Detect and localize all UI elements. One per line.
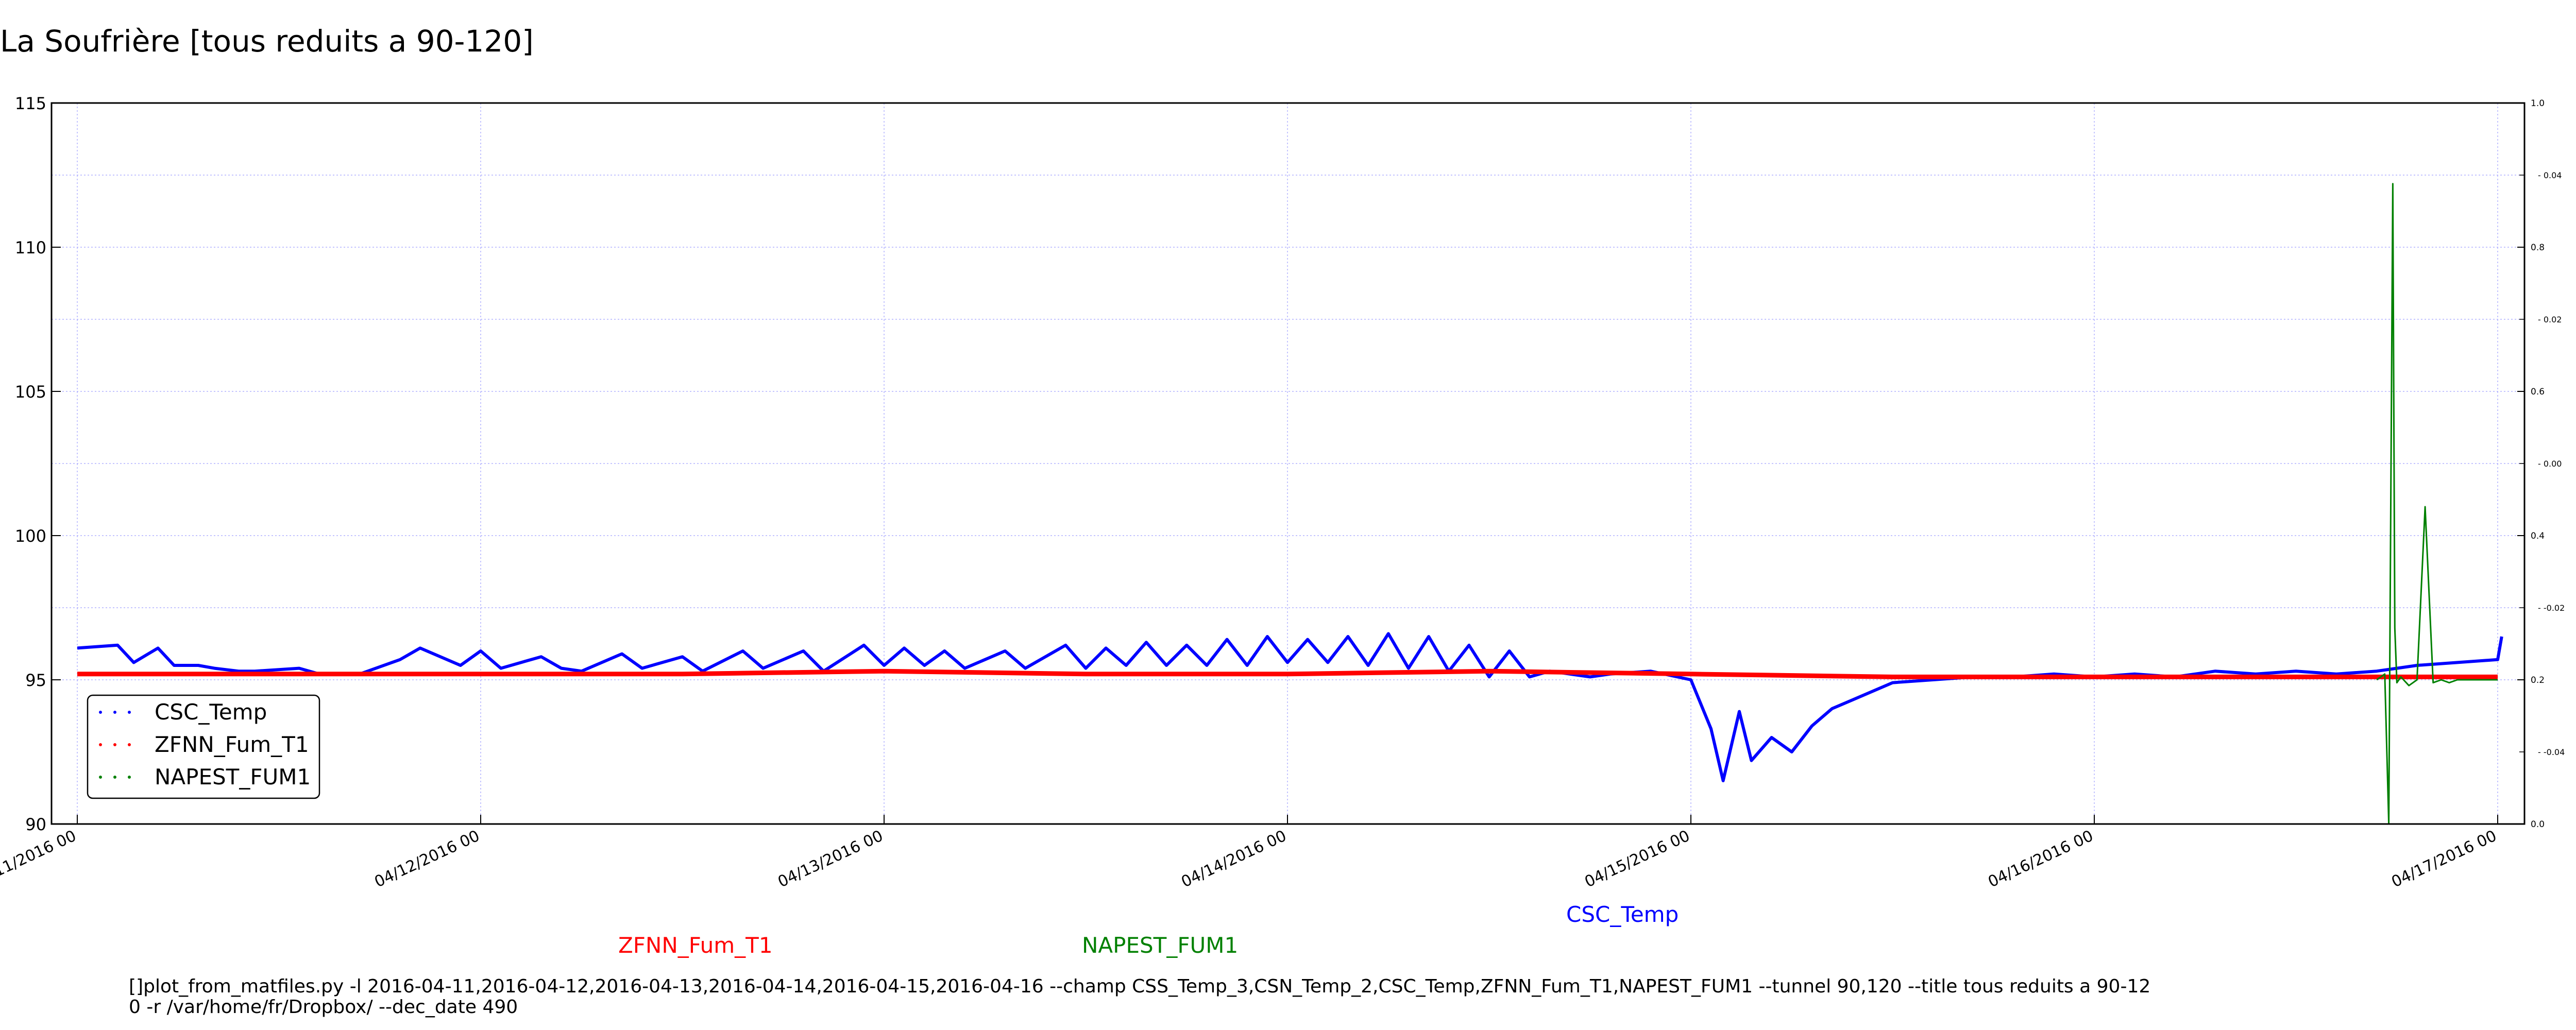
command-line-1: []plot_from_matfiles.py -l 2016-04-11,20… — [129, 976, 2151, 997]
series-labels-below: ZFNN_Fum_T1 NAPEST_FUM1 CSC_Temp — [618, 902, 1679, 958]
right-tick-label-inner: - 0.04 — [2538, 170, 2562, 180]
right-tick-label-inner: - -0.02 — [2538, 603, 2565, 613]
grid — [52, 102, 2524, 825]
y-tick-label: 90 — [25, 815, 46, 834]
chart-title: La Soufrière [tous reduits a 90-120] — [0, 24, 534, 59]
y-tick-label: 110 — [15, 238, 46, 258]
x-tick-label: 04/14/2016 00 — [1179, 827, 1290, 891]
y-tick-label: 115 — [15, 94, 46, 113]
legend-swatch — [99, 743, 102, 746]
series-line-zfnn-fum-t1 — [77, 668, 2498, 679]
right-axis: 1.0 0.8 0.6 0.4 0.2 0.0 - 0.04 - 0.02 - 0.00 - -0… — [2517, 98, 2565, 830]
right-tick-label: 0.8 — [2531, 243, 2545, 253]
legend-label: NAPEST_FUM1 — [155, 764, 311, 789]
series-layer — [77, 183, 2503, 825]
right-tick-label-inner: - -0.04 — [2538, 747, 2565, 757]
right-tick-label: 0.6 — [2531, 387, 2545, 397]
x-tick-label: 04/11/2016 00 — [0, 827, 79, 891]
x-axis: 04/11/2016 00 04/12/2016 00 04/13/2016 00 0… — [0, 815, 2499, 891]
legend-label: CSC_Temp — [155, 699, 267, 725]
legend-swatch — [113, 711, 116, 714]
command-line-2: 0 -r /var/home/fr/Dropbox/ --dec_date 49… — [129, 997, 518, 1018]
plot-frame — [50, 102, 2526, 825]
right-tick-label: 0.4 — [2531, 531, 2545, 541]
right-tick-label: 0.2 — [2531, 675, 2545, 685]
y-tick-label: 105 — [15, 382, 46, 402]
right-tick-label: 1.0 — [2531, 98, 2545, 109]
x-tick-label: 04/12/2016 00 — [372, 827, 483, 891]
series-line-csc-temp — [77, 632, 2503, 782]
series-label-below: NAPEST_FUM1 — [1082, 933, 1238, 958]
right-tick-label: 0.0 — [2531, 819, 2545, 830]
x-tick-label: 04/13/2016 00 — [775, 827, 886, 891]
series-label-below: ZFNN_Fum_T1 — [618, 933, 773, 958]
right-tick-label-inner: - 0.02 — [2538, 315, 2562, 324]
right-tick-label-inner: - 0.00 — [2538, 459, 2562, 469]
legend-swatch — [113, 776, 116, 779]
x-tick-label: 04/15/2016 00 — [1582, 827, 1693, 891]
x-tick-label: 04/17/2016 00 — [2389, 827, 2500, 891]
series-line-napest-fum1 — [2376, 183, 2498, 825]
y-tick-label: 100 — [15, 526, 46, 546]
legend-swatch — [99, 711, 102, 714]
y-axis: 90 95 100 105 110 115 — [15, 94, 61, 834]
legend-swatch — [128, 776, 131, 779]
legend: CSC_Temp ZFNN_Fum_T1 NAPEST_FUM1 — [87, 694, 320, 799]
legend-swatch — [128, 743, 131, 746]
y-tick-label: 95 — [25, 671, 46, 690]
x-tick-label: 04/16/2016 00 — [1986, 827, 2096, 891]
legend-swatch — [128, 711, 131, 714]
series-label-below: CSC_Temp — [1566, 902, 1679, 927]
legend-box — [87, 694, 320, 799]
legend-swatch — [99, 776, 102, 779]
legend-swatch — [113, 743, 116, 746]
legend-label: ZFNN_Fum_T1 — [155, 732, 309, 757]
